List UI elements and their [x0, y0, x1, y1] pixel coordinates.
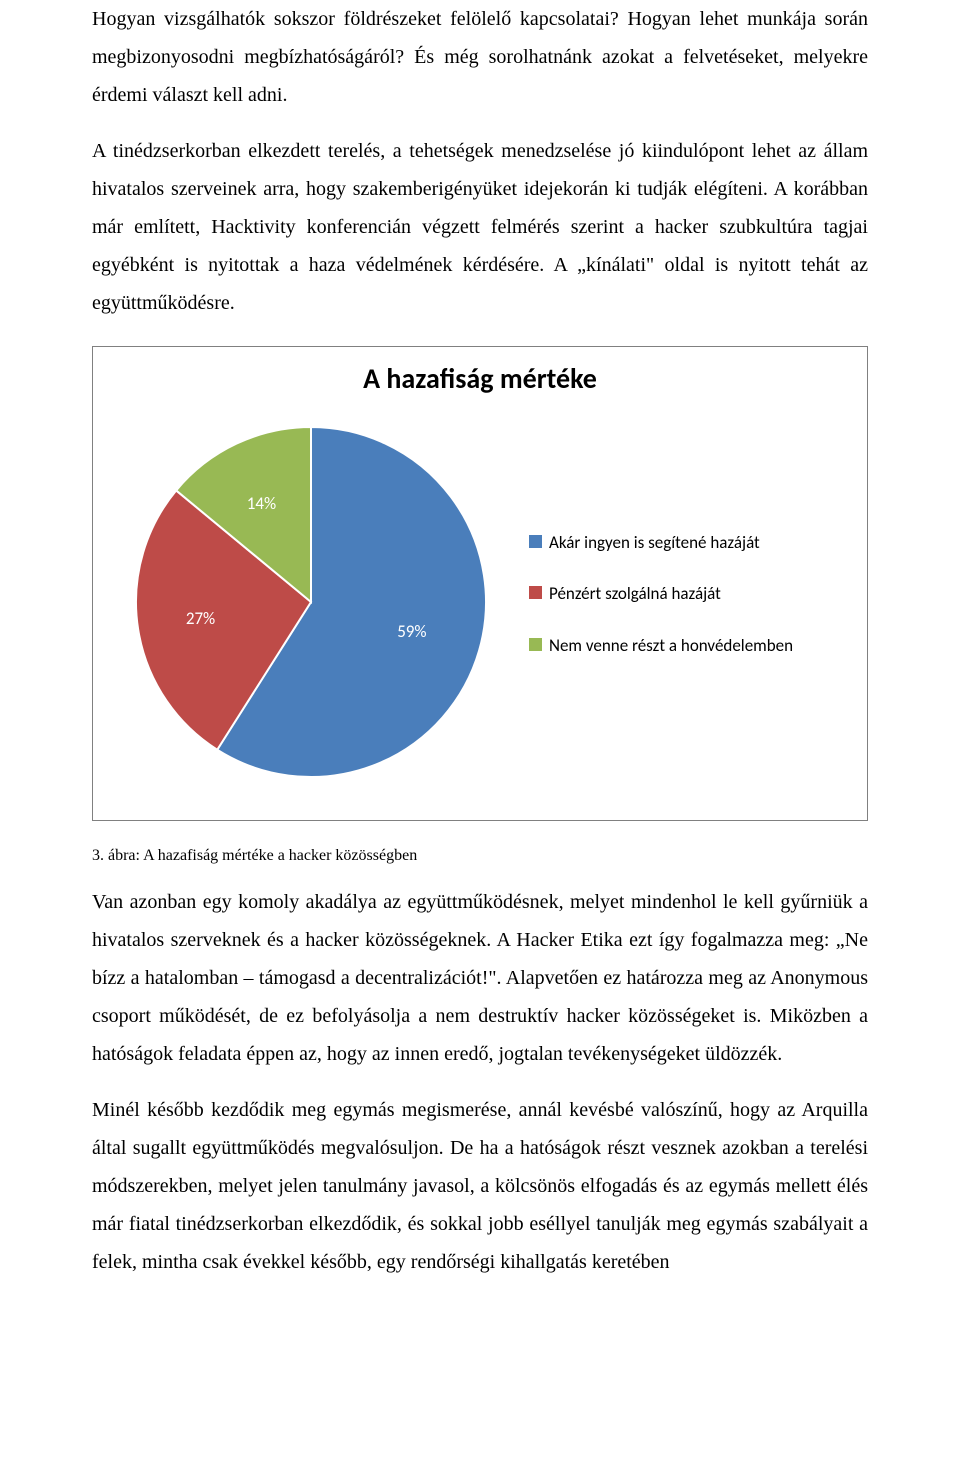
legend-label-0: Akár ingyen is segítené hazáját	[549, 532, 760, 553]
legend-item-2: Nem venne részt a honvédelemben	[529, 635, 849, 656]
chart-legend: Akár ingyen is segítené hazáját Pénzért s…	[529, 518, 849, 686]
legend-swatch-0	[529, 535, 542, 548]
legend-label-1: Pénzért szolgálná hazáját	[549, 583, 721, 604]
legend-item-0: Akár ingyen is segítené hazáját	[529, 532, 849, 553]
chart-title: A hazafiság mértéke	[111, 361, 849, 396]
pie-chart: 59% 27% 14%	[111, 402, 511, 802]
paragraph-1: Hogyan vizsgálhatók sokszor földrészeket…	[92, 0, 868, 114]
legend-label-2: Nem venne részt a honvédelemben	[549, 635, 793, 656]
pie-slice-pct-1: 27%	[186, 608, 215, 629]
pie-slice-pct-2: 14%	[247, 493, 276, 514]
paragraph-3: Van azonban egy komoly akadálya az együt…	[92, 883, 868, 1073]
pie-slice-pct-0: 59%	[397, 621, 426, 642]
legend-swatch-1	[529, 586, 542, 599]
chart-container: A hazafiság mértéke 59% 27% 14% Akár ingye…	[92, 346, 868, 821]
figure-caption: 3. ábra: A hazafiság mértéke a hacker kö…	[92, 847, 868, 865]
legend-item-1: Pénzért szolgálná hazáját	[529, 583, 849, 604]
chart-body: 59% 27% 14% Akár ingyen is segítené hazájá…	[111, 402, 849, 802]
pie-svg	[111, 402, 511, 802]
legend-swatch-2	[529, 638, 542, 651]
paragraph-2: A tinédzserkorban elkezdett terelés, a t…	[92, 132, 868, 322]
paragraph-4: Minél később kezdődik meg egymás megisme…	[92, 1091, 868, 1281]
